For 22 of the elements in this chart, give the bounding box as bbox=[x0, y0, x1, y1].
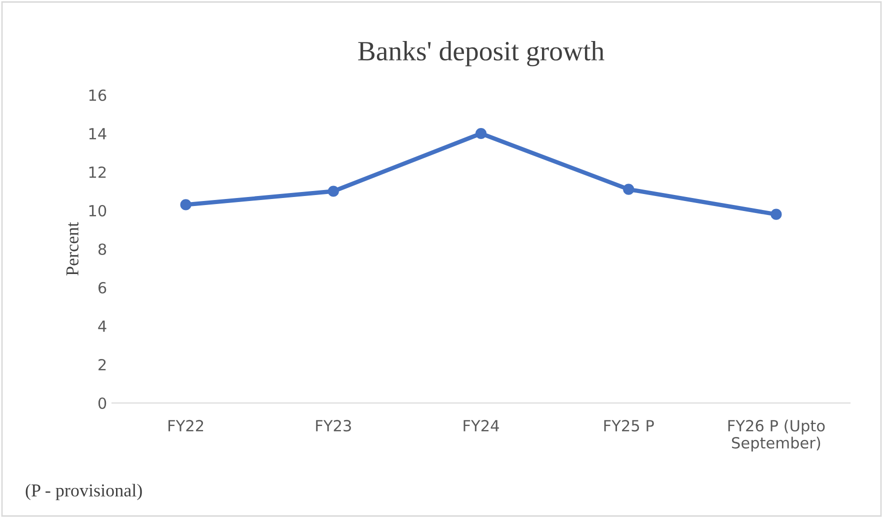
y-tick-label: 10 bbox=[89, 204, 106, 217]
y-axis-title: Percent bbox=[66, 222, 78, 276]
y-tick-label: 4 bbox=[98, 320, 106, 332]
chart-title: Banks' deposit growth bbox=[358, 41, 604, 66]
y-tick-label: 16 bbox=[89, 89, 106, 102]
x-tick-label: FY25 P bbox=[604, 420, 654, 432]
y-tick-label: 2 bbox=[98, 358, 106, 370]
y-tick-label: 14 bbox=[89, 128, 106, 140]
x-tick-label: FY23 bbox=[316, 420, 351, 432]
y-tick-label: 8 bbox=[98, 243, 106, 256]
point bbox=[770, 208, 782, 220]
x-tick-label: FY26 P (Upto September) bbox=[728, 420, 825, 452]
point bbox=[328, 186, 339, 197]
y-tick-label: 6 bbox=[98, 282, 106, 294]
x-tick-label: FY24 bbox=[464, 420, 499, 432]
y-tick-label: 0 bbox=[98, 397, 106, 410]
point bbox=[623, 184, 634, 195]
x-tick-label: FY22 bbox=[168, 420, 204, 432]
text: (P - provisional) bbox=[26, 484, 142, 500]
y-tick-label: 12 bbox=[89, 166, 106, 178]
point bbox=[475, 128, 487, 140]
point bbox=[180, 199, 192, 210]
